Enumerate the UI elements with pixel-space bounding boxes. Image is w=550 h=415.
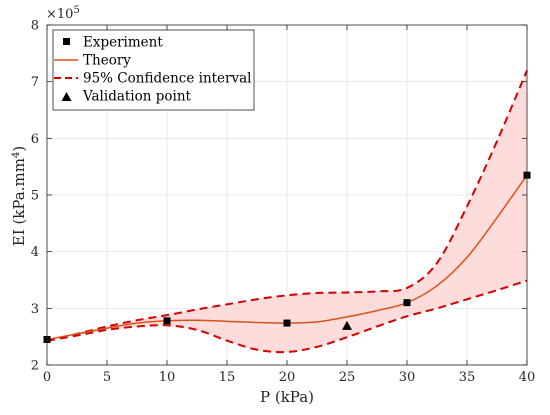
x-tick-label: 10	[159, 370, 176, 385]
experiment-point	[403, 299, 411, 307]
experiment-point	[283, 319, 291, 327]
legend-label-theory: Theory	[83, 53, 131, 69]
x-tick-label: 15	[219, 370, 236, 385]
confidence-band-fill	[47, 70, 527, 353]
legend-label-validation: Validation point	[82, 89, 192, 105]
tick-labels: 0 5 10 15 20 25 30 35 40 2 3 4 5 6 7 8	[31, 19, 536, 386]
y-tick-label: 3	[31, 302, 39, 317]
y-axis-multiplier: ×105	[46, 5, 80, 22]
x-tick-label: 40	[519, 370, 536, 385]
x-tick-label: 30	[399, 370, 416, 385]
legend-label-experiment: Experiment	[83, 35, 163, 51]
y-tick-label: 6	[31, 132, 39, 147]
x-tick-label: 20	[279, 370, 296, 385]
legend-box	[52, 29, 255, 111]
legend-triangle-marker	[61, 92, 72, 101]
ticks	[46, 24, 528, 366]
y-tick-label: 2	[31, 359, 39, 374]
legend-square-marker	[63, 38, 70, 45]
legend-label-confidence: 95% Confidence interval	[83, 71, 252, 87]
y-tick-label: 7	[31, 75, 39, 90]
y-tick-label: 8	[31, 19, 39, 34]
confidence-upper-line	[46, 69, 528, 343]
y-tick-label: 5	[31, 189, 39, 204]
experiment-point	[163, 317, 171, 325]
confidence-lower-line	[46, 279, 528, 354]
y-axis-label: EI (kPa.mm4)	[10, 146, 28, 246]
y-tick-label: 4	[31, 245, 39, 260]
x-tick-label: 0	[43, 370, 51, 385]
x-tick-label: 35	[459, 370, 476, 385]
x-tick-label: 5	[103, 370, 111, 385]
validation-point	[342, 320, 352, 330]
x-axis-label: P (kPa)	[260, 388, 314, 406]
x-tick-label: 25	[339, 370, 356, 385]
legend: Experiment Theory 95% Confidence interva…	[52, 29, 255, 111]
